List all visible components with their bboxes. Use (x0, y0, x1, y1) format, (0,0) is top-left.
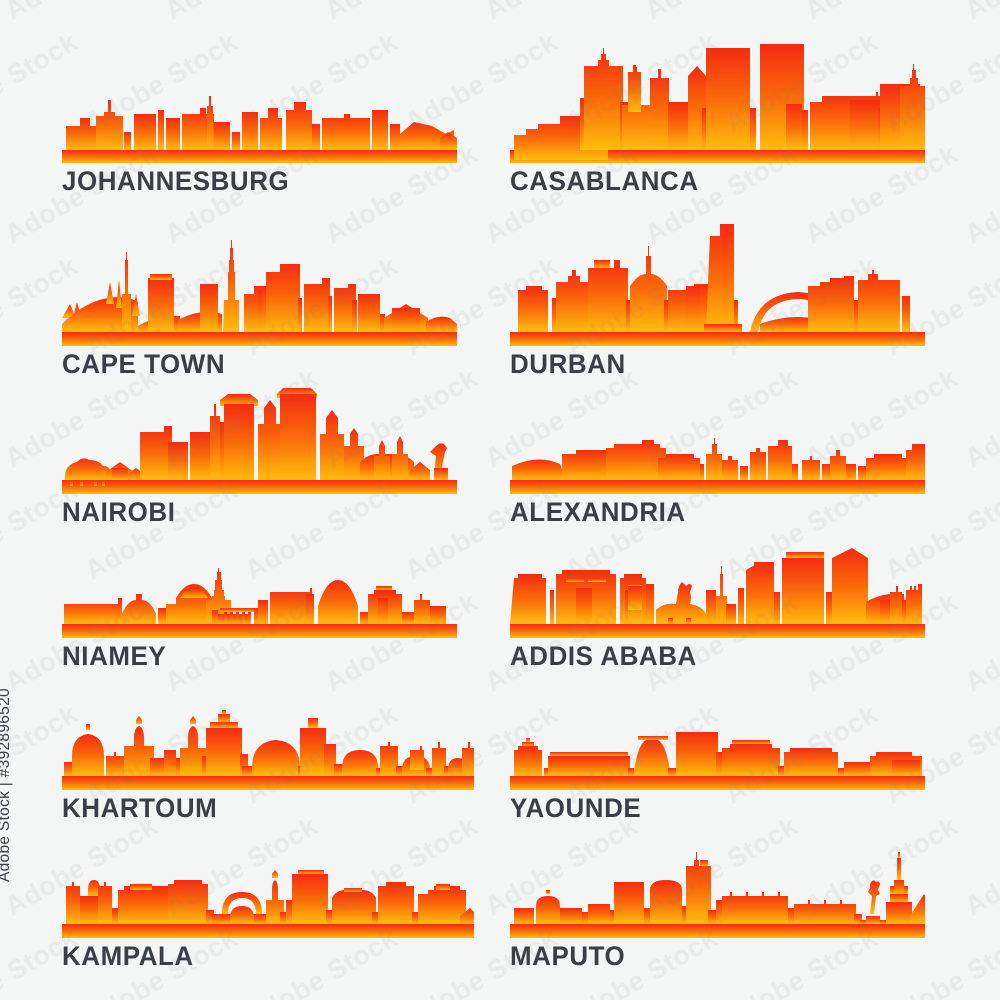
skyline-art-yaounde (510, 732, 925, 790)
city-label-kampala: KAMPALA (62, 941, 194, 971)
city-label-addisababa: ADDIS ABABA (510, 641, 697, 671)
skyline-card-maputo: MAPUTO (510, 846, 925, 970)
city-label-niamey: NIAMEY (62, 641, 167, 671)
skyline-art-johannesburg (62, 96, 457, 163)
city-label-johannesburg: JOHANNESBURG (62, 166, 290, 196)
city-label-nairobi: NAIROBI (62, 497, 176, 527)
skyline-card-yaounde: YAOUNDE (510, 726, 925, 822)
skyline-card-niamey: NIAMEY (62, 566, 457, 670)
skyline-art-capetown (62, 240, 457, 346)
skyline-art-kampala (62, 870, 474, 938)
city-label-yaounde: YAOUNDE (510, 793, 642, 823)
skyline-card-alexandria: ALEXANDRIA (510, 432, 925, 526)
city-label-casablanca: CASABLANCA (510, 166, 699, 196)
skyline-art-casablanca (510, 44, 925, 163)
city-label-maputo: MAPUTO (510, 941, 626, 971)
skyline-art-durban (510, 224, 925, 346)
skyline-art-nairobi (62, 388, 457, 494)
adobe-stock-side-watermark: Adobe Stock | #392896520 (0, 688, 13, 882)
skyline-card-casablanca: CASABLANCA (510, 30, 925, 195)
city-label-capetown: CAPE TOWN (62, 349, 226, 379)
city-label-khartoum: KHARTOUM (62, 793, 218, 823)
skyline-art-maputo (510, 852, 925, 938)
city-label-durban: DURBAN (510, 349, 626, 379)
skyline-card-capetown: CAPE TOWN (62, 228, 457, 378)
skyline-art-niamey (62, 568, 457, 638)
skyline-card-khartoum: KHARTOUM (62, 710, 474, 822)
skyline-card-addisababa: ADDIS ABABA (510, 544, 925, 670)
skyline-art-khartoum (62, 710, 474, 790)
skyline-card-nairobi: NAIROBI (62, 386, 457, 526)
skyline-art-addisababa (510, 548, 925, 638)
skyline-card-kampala: KAMPALA (62, 866, 474, 970)
skyline-card-durban: DURBAN (510, 224, 925, 378)
skyline-card-johannesburg: JOHANNESBURG (62, 88, 457, 195)
city-label-alexandria: ALEXANDRIA (510, 497, 686, 527)
skyline-art-alexandria (510, 438, 925, 494)
